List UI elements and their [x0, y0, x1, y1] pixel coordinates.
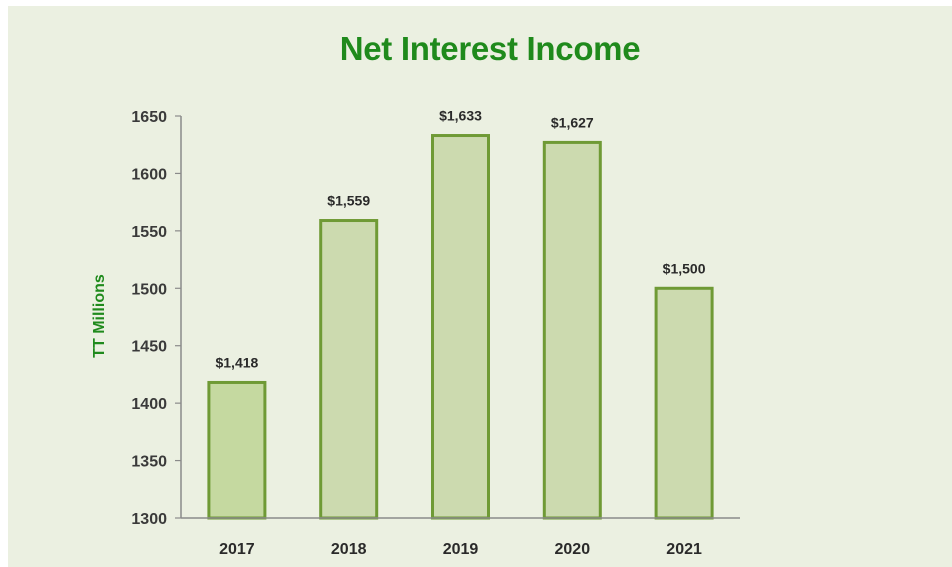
- y-tick-label: 1300: [131, 511, 167, 528]
- y-tick-label: 1550: [131, 224, 167, 241]
- data-label: $1,559: [327, 193, 370, 209]
- data-label: $1,627: [551, 114, 594, 130]
- y-tick-label: 1650: [131, 109, 167, 126]
- data-label: $1,418: [215, 354, 258, 370]
- x-tick-label: 2018: [331, 541, 367, 558]
- y-tick-label: 1600: [131, 166, 167, 183]
- y-tick-label: 1450: [131, 339, 167, 356]
- bar: [319, 219, 379, 520]
- chart-title: Net Interest Income: [339, 30, 641, 67]
- y-tick-label: 1400: [131, 396, 167, 413]
- x-tick-label: 2020: [555, 541, 591, 558]
- x-tick-label: 2021: [666, 541, 702, 558]
- bar: [654, 286, 714, 520]
- y-tick-label: 1350: [131, 454, 167, 471]
- y-tick-label: 1500: [131, 281, 167, 298]
- bar: [431, 134, 490, 520]
- x-tick-label: 2019: [443, 541, 479, 558]
- bar: [542, 140, 602, 520]
- x-tick-label: 2017: [219, 541, 255, 558]
- bar: [207, 380, 267, 520]
- data-label: $1,500: [663, 260, 706, 276]
- data-label: $1,633: [439, 108, 482, 124]
